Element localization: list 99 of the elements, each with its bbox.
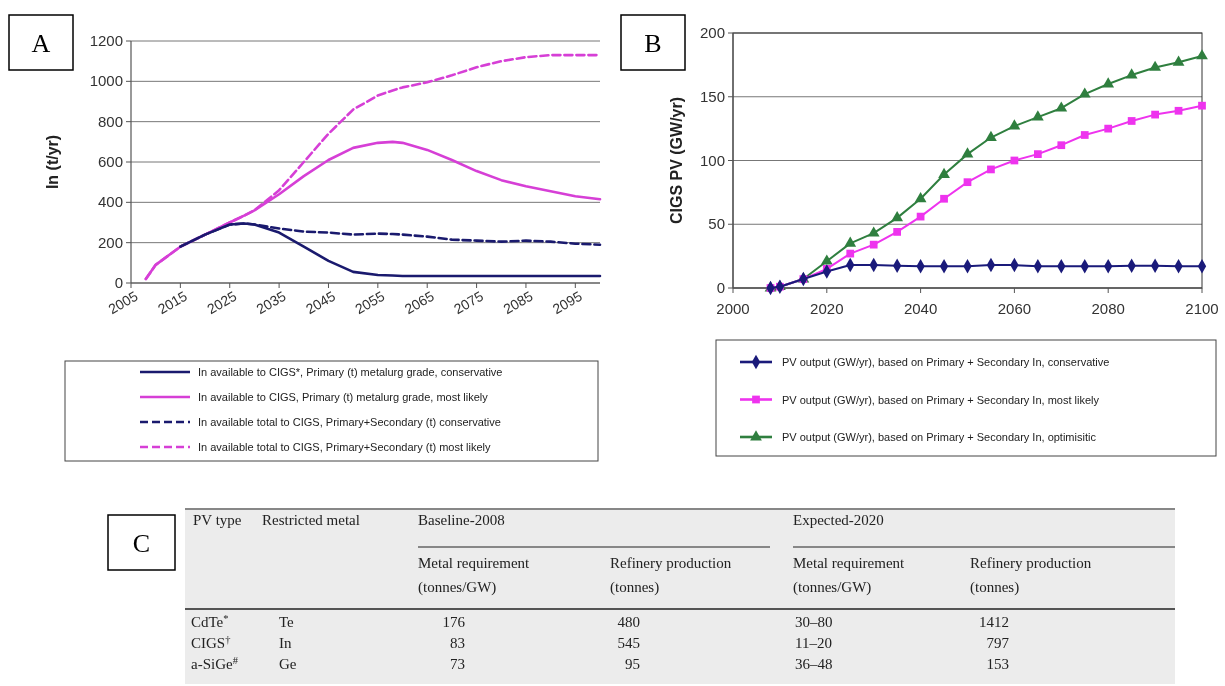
text: 176 bbox=[442, 614, 466, 630]
point bbox=[1172, 55, 1185, 66]
point bbox=[820, 254, 833, 265]
text: Refinery production bbox=[610, 555, 732, 571]
y-tick-label: 600 bbox=[97, 153, 123, 170]
text: Metal requirement bbox=[793, 555, 906, 571]
text: Refinery production bbox=[970, 555, 1092, 571]
text: (tonnes/GW) bbox=[418, 579, 497, 596]
text: a-SiGe$^{#}$ bbox=[191, 654, 239, 672]
text: 30–80 bbox=[795, 614, 833, 630]
text: 73 bbox=[450, 656, 465, 672]
text: Metal requirement bbox=[418, 555, 531, 571]
y-axis-title: CIGS PV (GW/yr) bbox=[668, 96, 685, 225]
x-tick-label: 2000 bbox=[716, 300, 750, 317]
legend-label: In available to CIGS*, Primary (t) metalurg grade, conservative bbox=[198, 366, 503, 378]
y-tick-label: 200 bbox=[97, 233, 123, 251]
point bbox=[891, 211, 904, 222]
point bbox=[1149, 60, 1161, 71]
legend-label: In available to CIGS, Primary (t) metalurg grade, most likely bbox=[198, 391, 489, 403]
y-tick-label: 0 bbox=[716, 279, 725, 296]
text: Baseline-2008 bbox=[418, 512, 505, 528]
text: Te bbox=[279, 614, 295, 630]
point bbox=[1055, 101, 1068, 112]
x-tick-label: 2100 bbox=[1185, 300, 1219, 317]
text: 95 bbox=[625, 656, 640, 672]
y-tick-label: 400 bbox=[97, 193, 123, 211]
point bbox=[1196, 49, 1208, 60]
y-tick-label: 150 bbox=[699, 87, 725, 105]
legend-label: PV output (GW/yr), based on Primary + Secondary In, conservative bbox=[782, 356, 1110, 368]
y-tick-label: 800 bbox=[97, 112, 123, 130]
point bbox=[1127, 117, 1136, 125]
point bbox=[961, 147, 974, 158]
text: 153 bbox=[986, 656, 1009, 672]
legend-label: PV output (GW/yr), based on Primary + Secondary In, most likely bbox=[782, 393, 1100, 406]
text: In bbox=[279, 635, 292, 651]
point bbox=[1008, 119, 1021, 130]
point bbox=[1057, 141, 1066, 150]
point bbox=[1080, 131, 1089, 139]
point bbox=[893, 228, 902, 236]
x-tick-label: 2075 bbox=[451, 287, 487, 318]
point bbox=[963, 178, 972, 187]
x-tick-label: 2055 bbox=[352, 287, 388, 318]
point bbox=[867, 226, 880, 237]
text: 480 bbox=[617, 614, 640, 630]
y-tick-label: 1200 bbox=[89, 32, 123, 49]
text: CIGS$^{†}$ bbox=[191, 633, 231, 651]
text: Expected-2020 bbox=[793, 512, 884, 528]
point bbox=[987, 165, 995, 174]
text: 11–20 bbox=[795, 635, 832, 651]
x-tick-label: 2035 bbox=[253, 287, 289, 318]
text: PV type bbox=[193, 512, 242, 528]
point bbox=[869, 240, 878, 249]
x-tick-label: 2060 bbox=[997, 300, 1032, 317]
text: (tonnes/GW) bbox=[793, 579, 872, 596]
y-tick-label: 50 bbox=[708, 215, 725, 233]
x-tick-label: 2040 bbox=[903, 300, 938, 317]
y-axis-title: In (t/yr) bbox=[44, 134, 61, 190]
x-tick-label: 2080 bbox=[1091, 300, 1125, 317]
text: 545 bbox=[617, 635, 640, 651]
text: CdTe$^{*}$ bbox=[191, 612, 229, 630]
x-tick-label: 2065 bbox=[401, 287, 437, 318]
x-tick-label: 2015 bbox=[154, 287, 191, 318]
text: 83 bbox=[450, 635, 465, 651]
point bbox=[914, 191, 927, 203]
point bbox=[1198, 101, 1206, 110]
x-tick-label: 2020 bbox=[810, 300, 844, 317]
text: (tonnes) bbox=[610, 579, 660, 596]
legend-label: In available total to CIGS, Primary+Secondary (t) conservative bbox=[198, 416, 501, 428]
point bbox=[846, 249, 855, 258]
x-tick-label: 2095 bbox=[549, 287, 585, 318]
text: 36–48 bbox=[795, 656, 833, 672]
legend-label: In available total to CIGS, Primary+Secondary (t) most likely bbox=[198, 441, 492, 453]
y-tick-label: 200 bbox=[699, 24, 725, 41]
text: 797 bbox=[986, 635, 1010, 651]
y-tick-label: 100 bbox=[699, 151, 725, 169]
point bbox=[1078, 87, 1091, 98]
text: C bbox=[132, 528, 151, 558]
text: A bbox=[31, 28, 51, 58]
point bbox=[940, 194, 948, 203]
legend-label: PV output (GW/yr), based on Primary + Secondary In, optimisitic bbox=[782, 431, 1097, 443]
point bbox=[1151, 110, 1159, 119]
point bbox=[1125, 68, 1138, 79]
point bbox=[844, 236, 857, 247]
text: (tonnes) bbox=[970, 579, 1020, 596]
text: 1412 bbox=[979, 614, 1009, 630]
point bbox=[938, 167, 950, 178]
point bbox=[1033, 150, 1042, 158]
point bbox=[1031, 110, 1044, 121]
text: B bbox=[644, 28, 662, 58]
text: Restricted metal bbox=[262, 512, 360, 528]
text: Ge bbox=[279, 656, 297, 672]
point bbox=[985, 130, 997, 141]
point bbox=[1174, 106, 1183, 115]
x-tick-label: 2045 bbox=[302, 287, 339, 318]
y-tick-label: 1000 bbox=[89, 72, 123, 90]
point bbox=[1102, 77, 1115, 88]
point bbox=[1104, 124, 1113, 133]
x-tick-label: 2025 bbox=[204, 287, 240, 318]
x-tick-label: 2085 bbox=[500, 287, 536, 318]
